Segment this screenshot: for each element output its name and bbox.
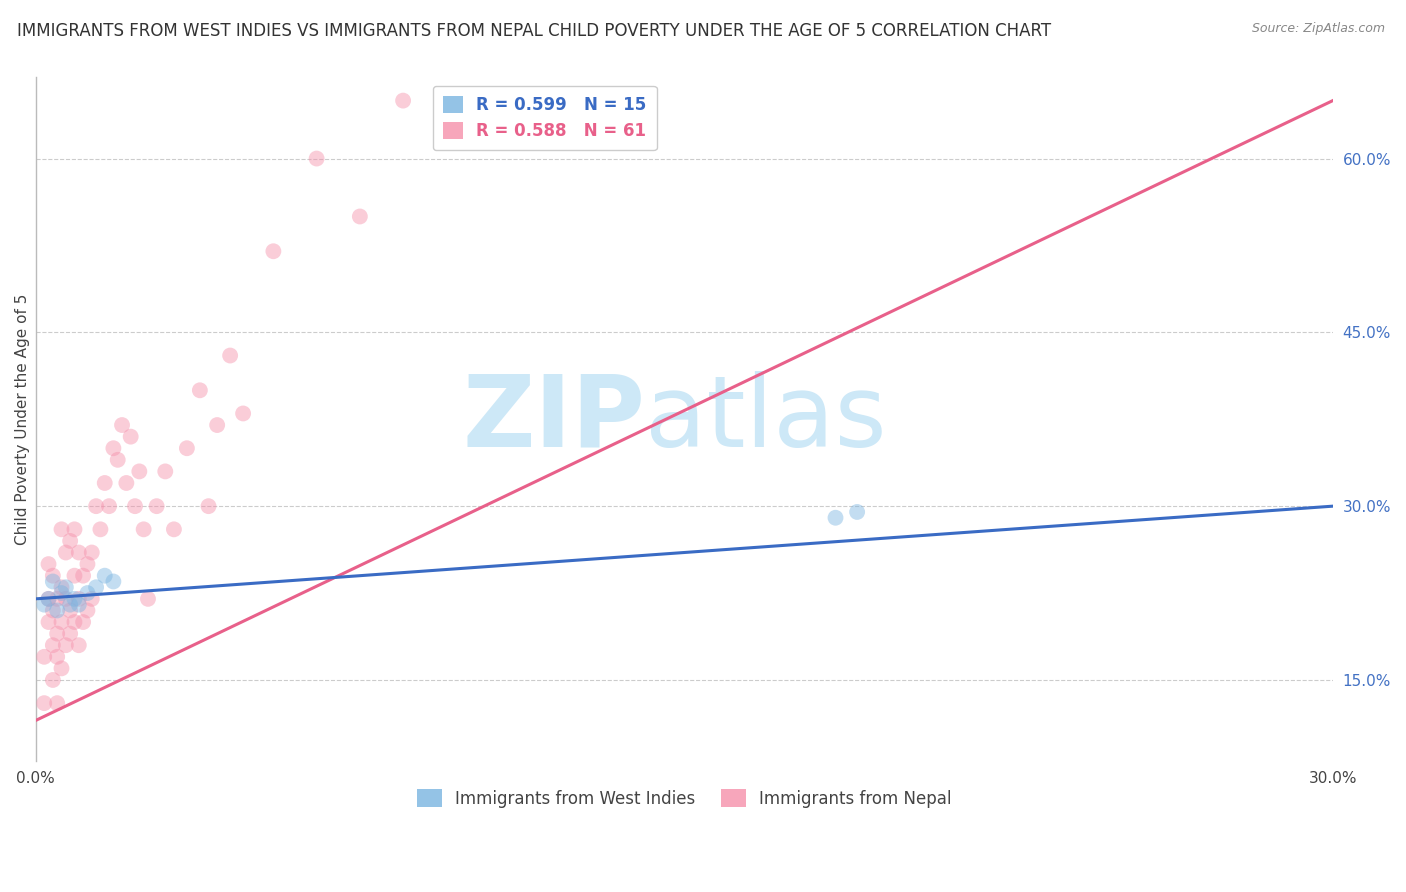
Point <box>188 384 211 398</box>
Point <box>136 591 159 606</box>
Point <box>76 586 98 600</box>
Point <box>32 696 55 710</box>
Point <box>205 418 228 433</box>
Point <box>111 418 134 433</box>
Point <box>55 580 77 594</box>
Text: ZIP: ZIP <box>463 371 645 467</box>
Point <box>98 499 121 513</box>
Point <box>846 505 869 519</box>
Point <box>89 522 111 536</box>
Point <box>124 499 146 513</box>
Point <box>51 661 73 675</box>
Point <box>51 586 73 600</box>
Point <box>63 522 86 536</box>
Point <box>59 598 82 612</box>
Point <box>67 591 90 606</box>
Point <box>55 591 77 606</box>
Point <box>46 591 69 606</box>
Point <box>32 649 55 664</box>
Text: atlas: atlas <box>645 371 887 467</box>
Text: Source: ZipAtlas.com: Source: ZipAtlas.com <box>1251 22 1385 36</box>
Point <box>38 557 60 571</box>
Point <box>72 615 94 629</box>
Point <box>107 452 129 467</box>
Point <box>76 603 98 617</box>
Point <box>46 696 69 710</box>
Point <box>115 475 138 490</box>
Point <box>46 603 69 617</box>
Point <box>163 522 186 536</box>
Point <box>67 598 90 612</box>
Text: IMMIGRANTS FROM WEST INDIES VS IMMIGRANTS FROM NEPAL CHILD POVERTY UNDER THE AGE: IMMIGRANTS FROM WEST INDIES VS IMMIGRANT… <box>17 22 1052 40</box>
Point <box>103 574 125 589</box>
Point <box>32 598 55 612</box>
Point <box>132 522 155 536</box>
Point <box>93 568 115 582</box>
Y-axis label: Child Poverty Under the Age of 5: Child Poverty Under the Age of 5 <box>15 293 30 545</box>
Point <box>42 638 65 652</box>
Point <box>38 615 60 629</box>
Point <box>80 591 103 606</box>
Point <box>42 603 65 617</box>
Point <box>63 591 86 606</box>
Point <box>349 210 371 224</box>
Point <box>63 615 86 629</box>
Point <box>176 441 198 455</box>
Legend: Immigrants from West Indies, Immigrants from Nepal: Immigrants from West Indies, Immigrants … <box>411 783 957 814</box>
Point <box>51 580 73 594</box>
Point <box>51 522 73 536</box>
Point <box>84 499 107 513</box>
Point <box>305 152 328 166</box>
Point <box>824 510 846 524</box>
Point <box>145 499 167 513</box>
Point <box>128 464 150 478</box>
Point <box>262 244 284 259</box>
Point <box>51 615 73 629</box>
Point <box>59 626 82 640</box>
Point <box>72 568 94 582</box>
Point <box>120 430 142 444</box>
Point <box>42 568 65 582</box>
Point <box>59 603 82 617</box>
Point <box>42 574 65 589</box>
Point <box>38 591 60 606</box>
Point <box>232 407 254 421</box>
Point <box>155 464 177 478</box>
Point <box>67 545 90 559</box>
Point <box>103 441 125 455</box>
Point <box>42 673 65 687</box>
Point <box>46 649 69 664</box>
Point <box>63 568 86 582</box>
Point <box>38 591 60 606</box>
Point <box>59 533 82 548</box>
Point <box>392 94 415 108</box>
Point <box>197 499 219 513</box>
Point <box>46 626 69 640</box>
Point <box>76 557 98 571</box>
Point <box>55 638 77 652</box>
Point <box>55 545 77 559</box>
Point <box>67 638 90 652</box>
Point <box>84 580 107 594</box>
Point <box>80 545 103 559</box>
Point <box>93 475 115 490</box>
Point <box>219 349 242 363</box>
